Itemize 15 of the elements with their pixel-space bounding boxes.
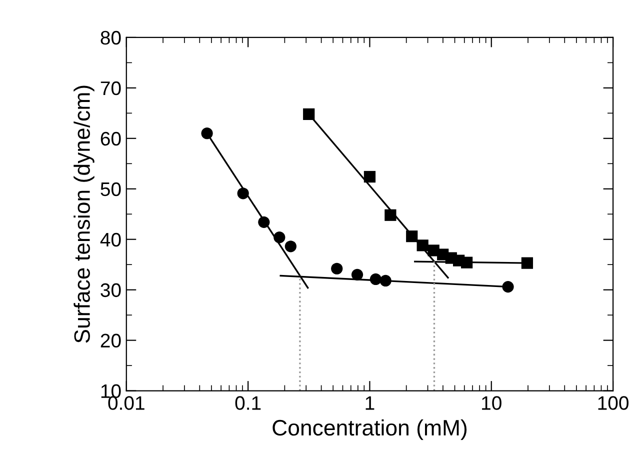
x-tick-label: 0.1 — [235, 396, 261, 410]
y-tick-label: 40 — [100, 232, 121, 247]
x-tick-label: 100 — [598, 396, 628, 410]
y-tick-label: 50 — [100, 182, 121, 196]
y-axis-title: Surface tension (dyne/cm) — [74, 86, 94, 343]
y-tick-label: 10 — [101, 384, 121, 398]
x-tick-label: 1 — [366, 396, 374, 410]
x-tick-label: 10 — [482, 396, 502, 410]
y-tick-label: 80 — [100, 30, 121, 45]
y-tick-label: 30 — [100, 283, 121, 298]
y-tick-label: 20 — [100, 334, 121, 348]
y-tick-label: 60 — [100, 132, 121, 146]
x-tick-label: 0.01 — [108, 396, 144, 410]
y-tick-label: 70 — [100, 81, 121, 96]
x-axis-title: Concentration (mM) — [272, 419, 467, 440]
